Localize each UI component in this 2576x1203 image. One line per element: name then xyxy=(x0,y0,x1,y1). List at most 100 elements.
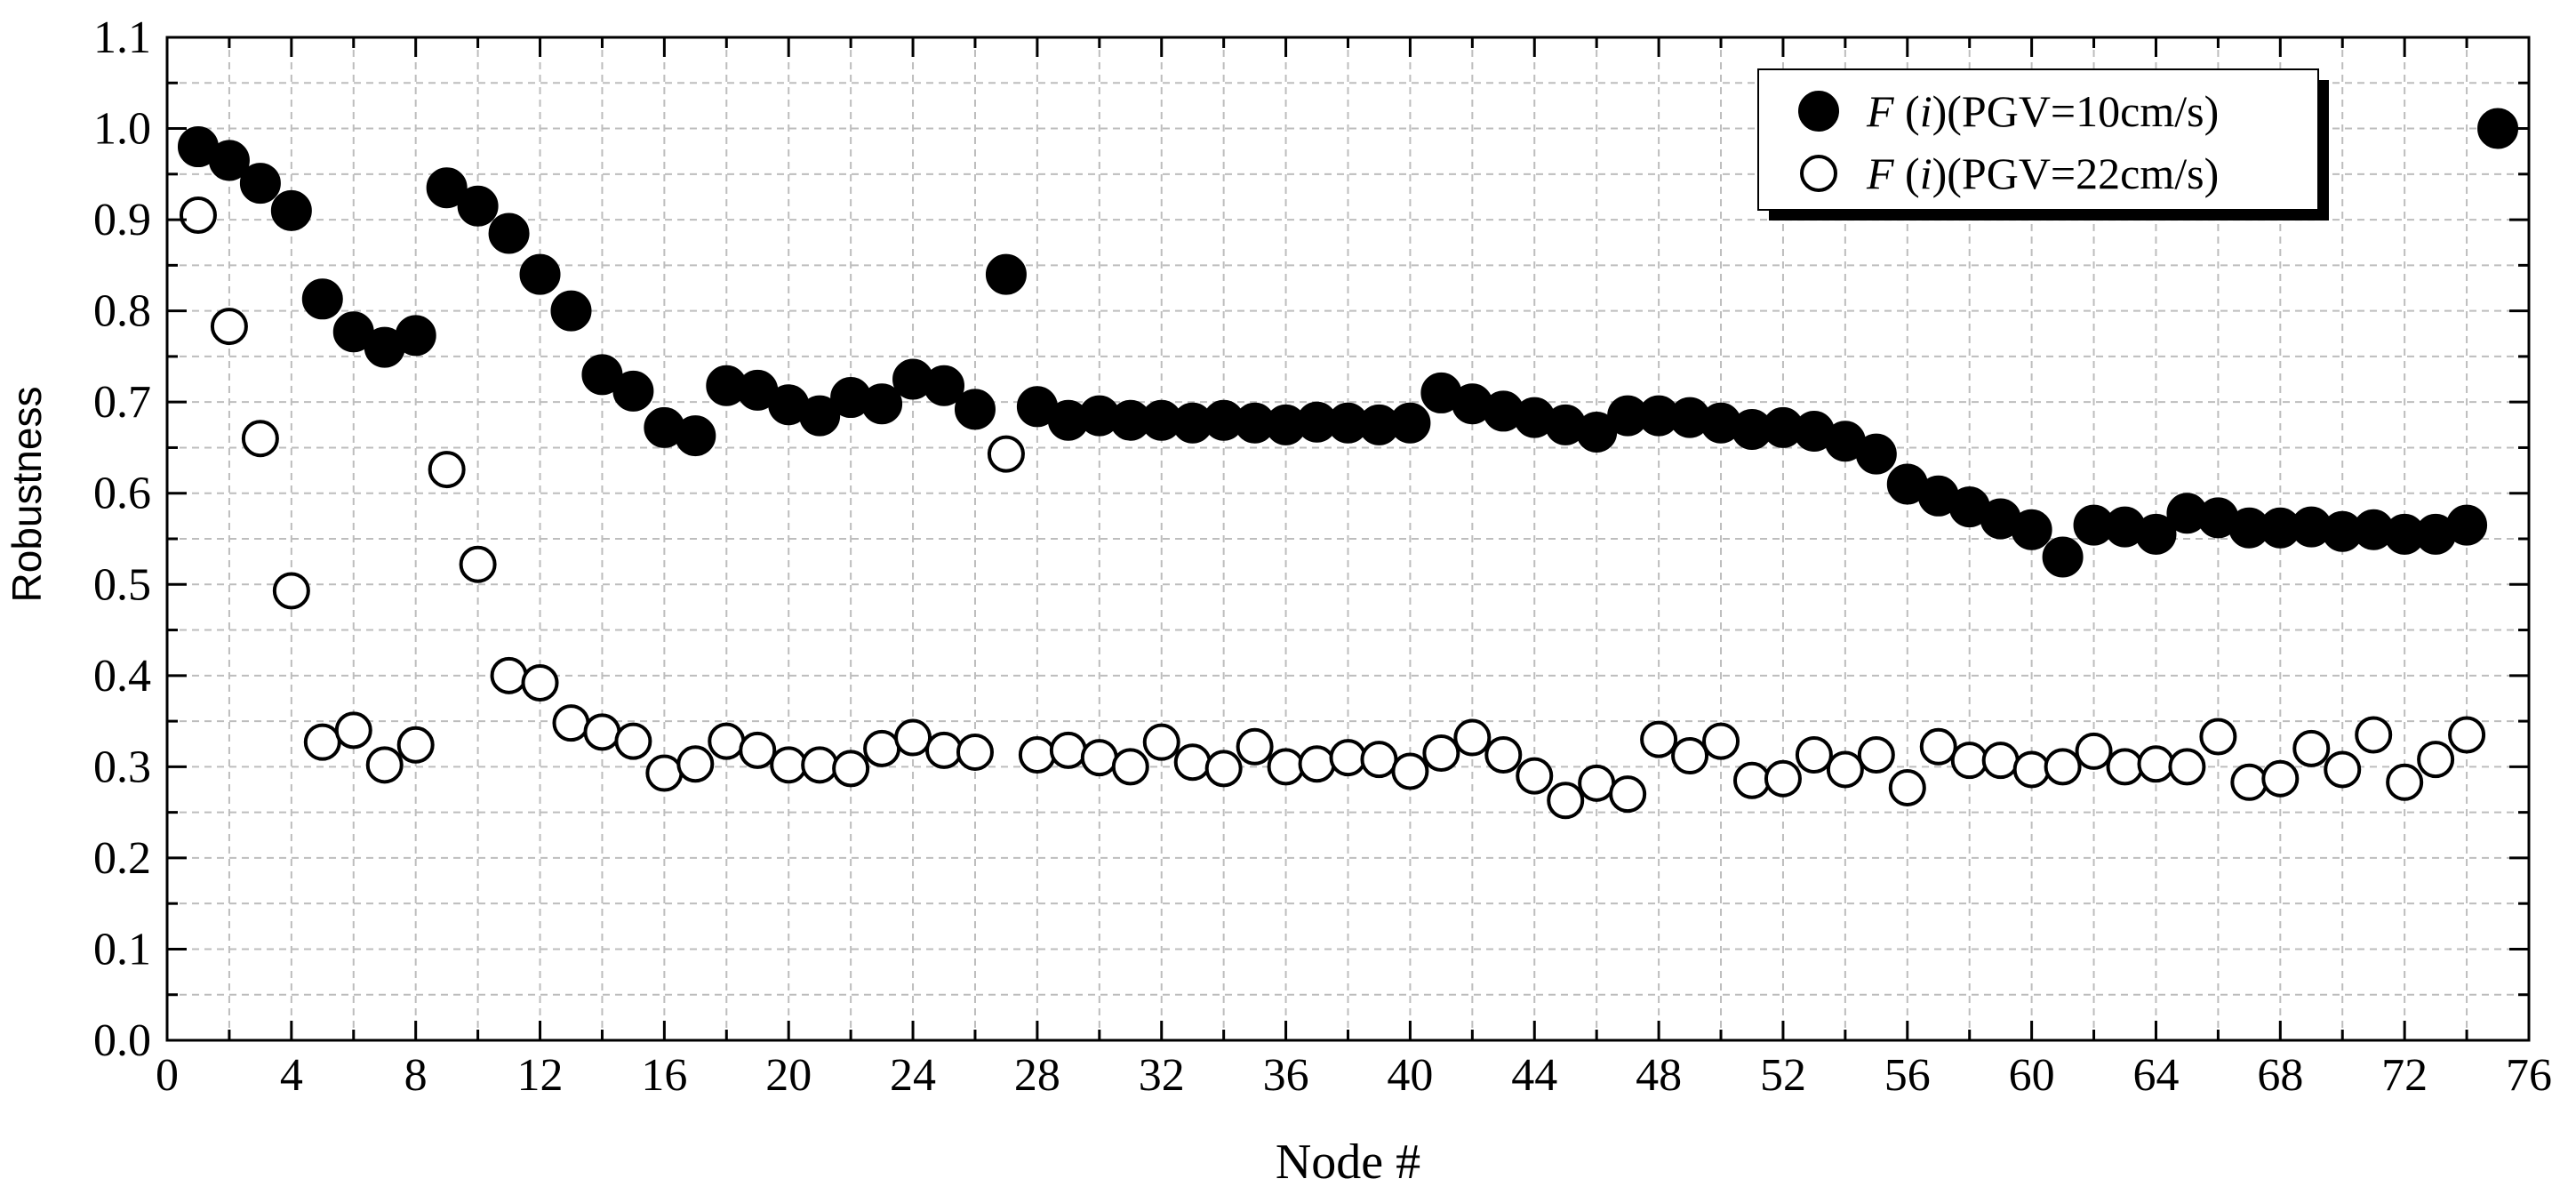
plot-series xyxy=(177,108,2519,820)
data-point-filled xyxy=(2042,536,2084,578)
data-point-filled xyxy=(208,140,250,181)
data-point-open xyxy=(1516,757,1554,795)
data-point-open xyxy=(303,723,341,761)
x-tick-label: 16 xyxy=(641,1050,687,1101)
data-point-filled xyxy=(799,395,841,437)
y-tick-label: 0.5 xyxy=(93,559,151,610)
data-point-open xyxy=(2168,748,2206,786)
data-point-open xyxy=(490,656,528,694)
data-point-filled xyxy=(581,354,623,396)
y-tick-label: 0.2 xyxy=(93,833,151,884)
data-point-open xyxy=(770,746,808,784)
data-point-open xyxy=(459,545,497,583)
data-point-filled xyxy=(457,185,499,227)
data-point-open xyxy=(428,451,466,489)
y-tick-label: 0.6 xyxy=(93,469,151,519)
x-tick-labels: 0 4 8 12 16 20 24 28 32 36 40 44 48 52 56 60 64 68 72 76 xyxy=(156,1050,2552,1101)
data-point-open xyxy=(210,308,248,346)
data-point-open xyxy=(1640,720,1678,758)
axis-ticks xyxy=(165,36,2531,1042)
data-point-open xyxy=(2230,763,2268,801)
data-point-open xyxy=(863,729,901,767)
data-point-filled xyxy=(675,415,716,457)
data-point-filled xyxy=(612,370,654,412)
data-point-filled xyxy=(2446,504,2488,546)
data-point-open xyxy=(2292,729,2331,767)
x-tick-label: 4 xyxy=(280,1050,303,1101)
data-point-open xyxy=(2355,716,2393,754)
y-axis-title: Robustness xyxy=(4,387,50,603)
data-point-open xyxy=(676,745,715,783)
data-point-open xyxy=(1204,750,1243,788)
x-tick-label: 60 xyxy=(2009,1050,2055,1101)
data-point-open xyxy=(396,726,435,764)
data-point-open xyxy=(2137,745,2175,783)
data-point-open xyxy=(2012,750,2051,789)
data-point-open xyxy=(1236,727,1274,766)
data-point-open xyxy=(987,435,1025,473)
data-point-filled xyxy=(395,315,436,357)
series-pgv-22 xyxy=(179,196,2486,820)
data-point-filled xyxy=(550,290,592,332)
series-pgv-10 xyxy=(177,108,2519,578)
data-point-open xyxy=(1888,768,1926,806)
data-point-filled xyxy=(239,163,281,205)
data-point-open xyxy=(1950,742,1988,780)
data-point-open xyxy=(241,420,279,458)
data-point-filled xyxy=(2135,513,2177,555)
x-tick-label: 56 xyxy=(1884,1050,1931,1101)
data-point-open xyxy=(614,722,652,760)
y-tick-label: 0.0 xyxy=(93,1015,151,1066)
data-point-open xyxy=(2417,741,2455,779)
data-point-open xyxy=(1080,739,1118,777)
x-tick-label: 0 xyxy=(156,1050,179,1101)
y-tick-label: 0.4 xyxy=(93,651,151,702)
data-point-open xyxy=(2324,750,2362,789)
data-point-open xyxy=(1764,759,1802,798)
x-tick-label: 44 xyxy=(1511,1050,1557,1101)
data-point-open xyxy=(1981,742,2020,780)
x-axis-title: Node # xyxy=(1276,1135,1420,1190)
x-tick-label: 52 xyxy=(1760,1050,1806,1101)
data-point-open xyxy=(1609,775,1647,814)
data-point-open xyxy=(1732,761,1771,799)
data-point-filled xyxy=(1855,433,1897,475)
data-point-open xyxy=(2261,759,2300,798)
data-point-open xyxy=(739,731,777,769)
data-point-open xyxy=(552,704,590,742)
data-point-open xyxy=(645,754,684,792)
x-tick-label: 68 xyxy=(2257,1050,2303,1101)
y-tick-label: 0.7 xyxy=(93,377,151,428)
x-tick-label: 72 xyxy=(2381,1050,2428,1101)
data-point-open xyxy=(1857,736,1895,774)
data-point-filled xyxy=(954,389,996,430)
x-tick-label: 40 xyxy=(1387,1050,1433,1101)
data-point-open xyxy=(1919,727,1957,766)
data-point-open xyxy=(1453,718,1492,757)
data-point-open xyxy=(1049,731,1087,769)
data-point-open xyxy=(801,746,839,784)
data-point-open xyxy=(1298,745,1336,783)
data-point-filled xyxy=(2011,509,2052,550)
data-point-open xyxy=(521,664,559,702)
x-tick-label: 32 xyxy=(1139,1050,1185,1101)
data-point-open xyxy=(1578,764,1616,802)
data-point-open xyxy=(1702,722,1740,760)
y-tick-label: 0.8 xyxy=(93,286,151,337)
legend-marker-filled-circle xyxy=(1798,91,1839,132)
data-point-filled xyxy=(301,278,343,320)
data-point-open xyxy=(2106,748,2144,786)
data-point-open xyxy=(1018,736,1056,774)
data-point-open xyxy=(956,733,994,771)
data-point-open xyxy=(894,718,932,757)
y-tick-label: 1.0 xyxy=(93,104,151,155)
x-tick-label: 12 xyxy=(517,1050,564,1101)
y-tick-label: 0.3 xyxy=(93,742,151,792)
y-tick-label: 1.1 xyxy=(93,12,151,63)
data-point-open xyxy=(1111,748,1149,786)
x-tick-label: 24 xyxy=(890,1050,936,1101)
data-point-open xyxy=(272,572,310,610)
x-tick-label: 8 xyxy=(404,1050,428,1101)
x-tick-label: 64 xyxy=(2132,1050,2179,1101)
x-tick-label: 48 xyxy=(1636,1050,1682,1101)
